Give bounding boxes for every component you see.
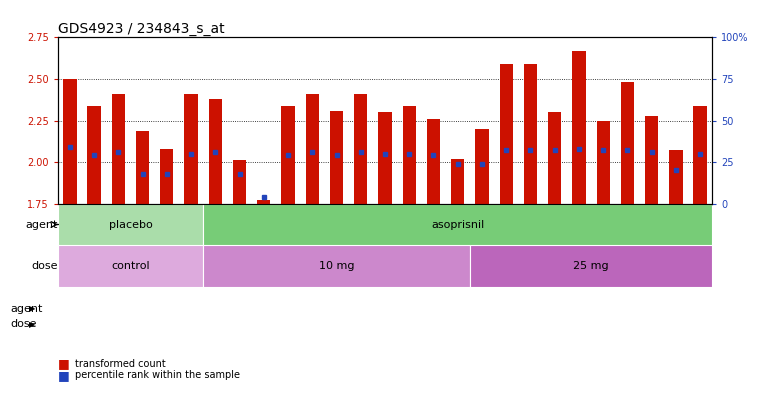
Text: 25 mg: 25 mg [573,261,609,271]
Bar [203,245,470,287]
Text: agent: agent [25,220,58,230]
Bar [621,82,634,204]
Text: dose: dose [32,261,58,271]
Bar [88,106,101,204]
Text: ▶: ▶ [29,304,35,313]
Bar [306,94,319,204]
Bar [281,106,295,204]
Text: agent: agent [10,303,42,314]
Bar [257,200,270,204]
Bar [378,112,392,204]
Bar [330,110,343,204]
Text: percentile rank within the sample: percentile rank within the sample [75,370,239,380]
Text: placebo: placebo [109,220,152,230]
Bar [451,159,464,204]
Bar [112,94,125,204]
Bar [572,51,586,204]
Bar [184,94,198,204]
Bar [160,149,173,204]
Bar [58,204,203,245]
Bar [136,130,149,204]
Text: GDS4923 / 234843_s_at: GDS4923 / 234843_s_at [58,22,224,36]
Bar [354,94,367,204]
Text: asoprisnil: asoprisnil [431,220,484,230]
Bar [209,99,222,204]
Bar [548,112,561,204]
Bar [597,121,610,204]
Bar [233,160,246,204]
Text: ▶: ▶ [29,320,35,329]
Text: dose: dose [10,319,36,329]
Bar [645,116,658,204]
Bar [427,119,440,204]
Bar [203,204,712,245]
Text: ■: ■ [58,357,69,370]
Bar [470,245,712,287]
Text: 10 mg: 10 mg [319,261,354,271]
Text: transformed count: transformed count [75,358,166,369]
Bar [669,151,682,204]
Bar [524,64,537,204]
Bar [63,79,76,204]
Bar [694,106,707,204]
Bar [500,64,513,204]
Text: control: control [111,261,150,271]
Text: ■: ■ [58,369,69,382]
Bar [403,106,416,204]
Bar [58,245,203,287]
Bar [475,129,489,204]
